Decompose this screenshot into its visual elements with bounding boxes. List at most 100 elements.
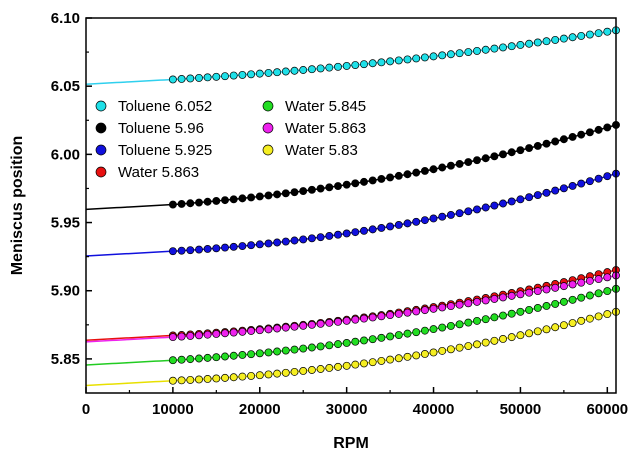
data-point (585, 276, 594, 285)
data-point (438, 163, 447, 172)
data-point (360, 226, 368, 235)
data-point (212, 374, 221, 383)
data-point (281, 368, 290, 377)
data-point (247, 241, 256, 250)
data-point (412, 168, 421, 177)
data-point (473, 46, 481, 55)
data-point (195, 198, 203, 207)
data-point (473, 205, 481, 214)
data-point (481, 154, 490, 163)
data-point (360, 314, 368, 323)
data-point (281, 189, 290, 198)
legend-label: Water 5.863 (118, 164, 199, 181)
data-point (464, 158, 473, 166)
data-point (438, 323, 447, 332)
data-point (316, 365, 325, 373)
data-point (490, 336, 499, 345)
data-point (542, 188, 551, 197)
data-point (299, 187, 308, 195)
plot-frame (85, 17, 617, 394)
data-point (168, 376, 177, 385)
data-point (221, 243, 229, 252)
data-point (420, 166, 429, 175)
data-point (273, 324, 282, 333)
data-point (551, 35, 560, 44)
data-point (307, 320, 316, 329)
data-point (585, 291, 594, 300)
data-point (255, 349, 264, 358)
data-point (594, 275, 603, 284)
data-point (577, 31, 586, 40)
data-point (229, 242, 238, 251)
data-point (247, 327, 256, 335)
data-point (195, 245, 203, 254)
data-point (551, 137, 560, 146)
data-point (281, 67, 290, 76)
data-point (221, 196, 229, 205)
data-point (594, 289, 603, 298)
data-point (325, 183, 334, 192)
data-point (533, 327, 542, 336)
x-tick-label: 20000 (239, 401, 281, 418)
data-point (377, 333, 386, 342)
data-point (221, 373, 229, 382)
data-point (168, 356, 177, 365)
data-point (203, 73, 212, 82)
data-point (186, 74, 195, 83)
data-point (368, 59, 377, 68)
data-point (238, 327, 247, 336)
data-point (238, 351, 247, 359)
data-point (499, 335, 507, 343)
data-point (325, 364, 334, 372)
data-point (299, 344, 308, 353)
data-point (525, 305, 534, 314)
data-point (481, 338, 490, 347)
data-point (351, 228, 360, 237)
data-point (168, 200, 177, 209)
data-point (386, 332, 395, 341)
data-point (585, 128, 594, 137)
data-point (290, 236, 299, 245)
data-point (177, 355, 186, 364)
data-point (603, 287, 612, 296)
data-point (203, 330, 212, 339)
data-point (438, 212, 447, 221)
data-point (577, 278, 586, 287)
data-point (464, 207, 473, 216)
y-axis-title: Meniscus position (9, 136, 26, 276)
data-point (203, 197, 212, 206)
data-point (247, 193, 256, 202)
data-point (464, 342, 473, 350)
data-point (264, 348, 273, 357)
data-point (334, 317, 342, 326)
data-point (429, 348, 438, 357)
data-point (377, 312, 386, 321)
data-point (533, 141, 542, 150)
data-point (577, 316, 586, 325)
data-point (377, 174, 386, 183)
data-point (499, 311, 507, 320)
data-point (334, 362, 342, 371)
data-point (446, 50, 455, 59)
data-point (516, 307, 525, 316)
data-point (299, 235, 308, 244)
data-point (229, 351, 238, 360)
data-point (446, 161, 455, 170)
data-point (229, 71, 238, 80)
data-point (568, 295, 577, 304)
y-tick-label: 5.85 (51, 351, 80, 368)
data-point (351, 61, 360, 70)
data-point (525, 144, 534, 153)
data-point (438, 51, 447, 60)
data-point (446, 321, 455, 330)
data-point (229, 328, 238, 337)
data-point (316, 342, 325, 351)
data-point (420, 306, 429, 315)
data-point (507, 148, 516, 157)
data-point (394, 354, 403, 363)
legend-marker (95, 166, 107, 178)
data-point (551, 186, 560, 195)
data-point (186, 199, 195, 208)
y-tick-label: 5.95 (51, 215, 80, 232)
data-point (594, 29, 603, 38)
